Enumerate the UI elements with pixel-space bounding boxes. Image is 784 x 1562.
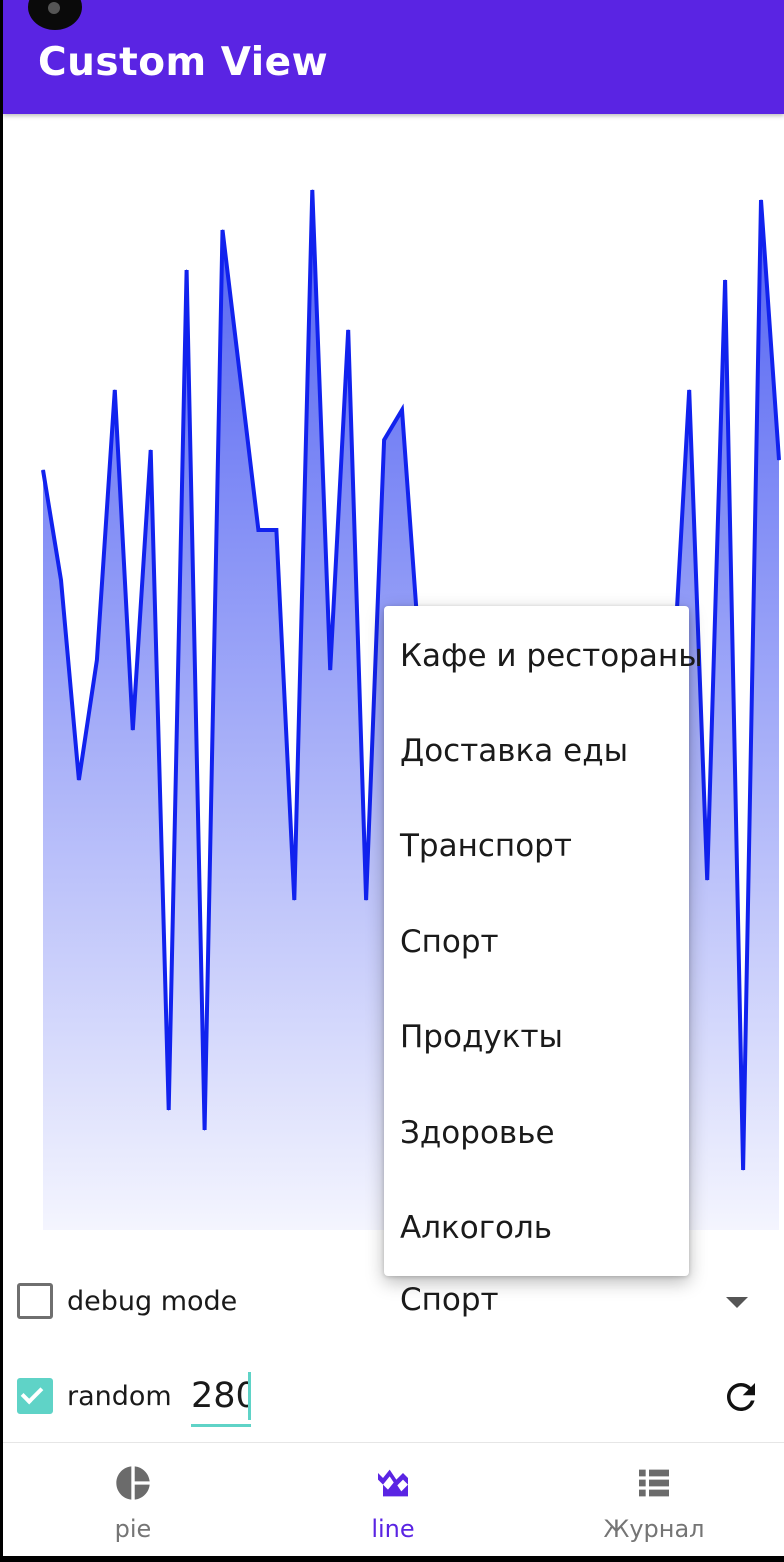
count-input[interactable] (191, 1368, 251, 1427)
chart-point (96, 660, 97, 661)
menu-item-cafe[interactable]: Кафе и рестораны (384, 609, 689, 704)
menu-item-groceries[interactable]: Продукты (384, 990, 689, 1085)
pie-chart-icon (113, 1463, 153, 1503)
menu-item-transport[interactable]: Транспорт (384, 799, 689, 894)
chart-point (60, 580, 61, 581)
chart-point (204, 1130, 205, 1131)
chart-point (761, 200, 762, 201)
chart-point (312, 190, 313, 191)
chart-point (78, 780, 79, 781)
debug-mode-checkbox[interactable] (17, 1283, 53, 1319)
device-frame-left (0, 0, 3, 1562)
category-spinner-value: Спорт (400, 1282, 499, 1318)
chart-point (240, 380, 241, 381)
dropdown-arrow-icon (726, 1297, 748, 1308)
device-frame-bottom (0, 1556, 784, 1562)
chart-point (43, 470, 44, 471)
text-caret (248, 1372, 251, 1420)
menu-item-food-delivery[interactable]: Доставка еды (384, 704, 689, 799)
nav-item-pie[interactable]: pie (3, 1443, 263, 1557)
nav-label-journal: Журнал (524, 1515, 784, 1543)
random-label: random (67, 1381, 172, 1412)
chart-point (402, 410, 403, 411)
refresh-icon[interactable] (720, 1376, 762, 1418)
nav-item-journal[interactable]: Журнал (524, 1443, 784, 1557)
chart-point (348, 330, 349, 331)
chart-point (707, 880, 708, 881)
list-icon (634, 1463, 674, 1503)
chart-point (294, 900, 295, 901)
random-checkbox[interactable] (17, 1378, 53, 1414)
chart-point (276, 530, 277, 531)
line-chart-icon (373, 1463, 413, 1503)
nav-item-line[interactable]: line (263, 1443, 523, 1557)
chart-point (689, 390, 690, 391)
nav-label-line: line (263, 1515, 523, 1543)
chart-point (330, 670, 331, 671)
chart-point (222, 230, 223, 231)
menu-item-alcohol[interactable]: Алкоголь (384, 1181, 689, 1276)
check-icon (21, 1382, 44, 1405)
bottom-navigation: pie line Журнал (3, 1442, 784, 1557)
chart-point (779, 460, 780, 461)
chart-point (366, 900, 367, 901)
nav-label-pie: pie (3, 1515, 263, 1543)
chart-point (186, 270, 187, 271)
chart-point (384, 440, 385, 441)
chart-point (258, 530, 259, 531)
menu-item-sport[interactable]: Спорт (384, 895, 689, 990)
chart-point (114, 390, 115, 391)
chart-point (150, 450, 151, 451)
chart-point (743, 1170, 744, 1171)
chart-point (168, 1110, 169, 1111)
category-dropdown-menu: Кафе и рестораны Доставка еды Транспорт … (384, 606, 689, 1276)
menu-item-health[interactable]: Здоровье (384, 1086, 689, 1181)
debug-mode-label: debug mode (67, 1286, 237, 1317)
chart-point (132, 730, 133, 731)
chart-point (725, 280, 726, 281)
